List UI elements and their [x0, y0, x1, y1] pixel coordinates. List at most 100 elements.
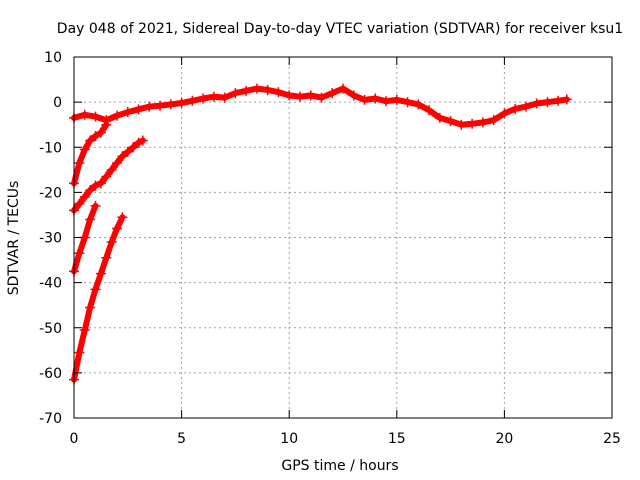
- data-point-marker: [95, 268, 106, 279]
- y-tick-label: -20: [39, 185, 62, 201]
- data-point-marker: [106, 164, 117, 175]
- series-trace: [71, 214, 126, 383]
- series-trace-from-61: [69, 212, 128, 385]
- data-point-marker: [456, 119, 467, 130]
- data-point-marker: [85, 214, 96, 225]
- x-axis-label: GPS time / hours: [281, 458, 398, 474]
- data-point-marker: [101, 119, 112, 130]
- data-point-marker: [327, 88, 338, 99]
- data-point-marker: [101, 171, 112, 182]
- data-point-marker: [510, 103, 521, 114]
- y-tick-label: -50: [39, 321, 62, 337]
- data-point-marker: [316, 92, 327, 103]
- data-point-marker: [338, 83, 348, 94]
- data-point-marker: [445, 116, 456, 127]
- data-point-marker: [391, 94, 402, 105]
- data-point-marker: [74, 158, 85, 169]
- data-point-marker: [79, 144, 90, 155]
- data-point-marker: [262, 84, 273, 95]
- data-point-marker: [381, 96, 392, 107]
- data-points: [69, 83, 572, 385]
- data-point-marker: [128, 142, 139, 153]
- data-point-marker: [122, 146, 133, 157]
- data-point-marker: [477, 117, 488, 128]
- data-point-marker: [284, 90, 295, 101]
- data-point-marker: [208, 91, 219, 102]
- data-point-marker: [90, 200, 101, 211]
- data-point-marker: [112, 110, 123, 121]
- data-point-marker: [251, 83, 262, 94]
- data-point-marker: [79, 325, 90, 336]
- data-point-marker: [488, 115, 499, 126]
- y-tick-label: -10: [39, 140, 62, 156]
- data-point-marker: [434, 112, 445, 123]
- data-point-marker: [79, 109, 90, 120]
- data-point-marker: [273, 87, 284, 98]
- data-point-marker: [95, 127, 106, 138]
- chart-title: Day 048 of 2021, Sidereal Day-to-day VTE…: [57, 21, 623, 37]
- x-tick-label: 25: [603, 431, 621, 447]
- x-tick-label: 5: [177, 431, 186, 447]
- series-trace: [71, 137, 146, 214]
- data-point-marker: [230, 88, 241, 99]
- data-point-marker: [85, 185, 96, 196]
- data-point-marker: [542, 97, 553, 108]
- axis-ticks: -70 -60 -50 -40 -30 -20 -10 0 10 0 5 10 15 20 25: [39, 50, 621, 447]
- data-point-marker: [499, 108, 510, 119]
- data-point-marker: [144, 101, 155, 112]
- data-point-marker: [133, 137, 144, 148]
- data-point-marker: [219, 92, 230, 103]
- series-trace-from-24: [69, 135, 148, 216]
- data-point-marker: [520, 101, 531, 112]
- x-tick-label: 20: [495, 431, 513, 447]
- data-point-marker: [198, 93, 209, 104]
- data-point-marker: [553, 95, 564, 106]
- data-point-marker: [348, 90, 359, 101]
- data-point-marker: [90, 180, 101, 191]
- data-point-marker: [424, 105, 435, 116]
- data-point-marker: [294, 91, 305, 102]
- data-point-marker: [155, 100, 166, 111]
- data-point-marker: [74, 198, 85, 209]
- data-point-marker: [467, 118, 478, 129]
- data-point-marker: [95, 178, 106, 189]
- data-point-marker: [106, 237, 117, 248]
- data-point-marker: [90, 111, 101, 122]
- data-point-marker: [402, 97, 413, 108]
- data-point-marker: [122, 107, 133, 118]
- data-point-marker: [187, 95, 198, 106]
- data-point-marker: [176, 98, 187, 109]
- data-point-marker: [133, 104, 144, 115]
- data-point-marker: [117, 151, 128, 162]
- data-point-marker: [305, 90, 316, 101]
- data-point-marker: [561, 94, 572, 105]
- y-tick-label: -70: [39, 411, 62, 427]
- data-point-marker: [74, 347, 85, 358]
- x-tick-label: 15: [388, 431, 406, 447]
- y-tick-label: -40: [39, 276, 62, 292]
- data-point-marker: [90, 284, 101, 295]
- data-point-marker: [112, 223, 123, 234]
- data-point-marker: [370, 93, 381, 104]
- data-point-marker: [85, 302, 96, 313]
- y-tick-label: -30: [39, 231, 62, 247]
- y-axis-label: SDTVAR / TECUs: [6, 181, 22, 296]
- data-point-marker: [165, 99, 176, 110]
- y-tick-label: 0: [53, 95, 62, 111]
- data-point-marker: [117, 212, 128, 223]
- data-point-marker: [79, 191, 90, 202]
- data-point-marker: [74, 248, 85, 259]
- series-trace-from-37: [69, 200, 101, 277]
- x-tick-label: 0: [70, 431, 79, 447]
- data-point-marker: [137, 135, 148, 146]
- data-point-marker: [359, 94, 370, 105]
- data-point-marker: [112, 158, 123, 169]
- y-tick-label: -60: [39, 366, 62, 382]
- y-tick-label: 10: [44, 50, 62, 66]
- data-point-marker: [241, 85, 252, 96]
- data-point-marker: [413, 99, 424, 110]
- data-point-marker: [90, 130, 101, 141]
- data-point-marker: [85, 135, 96, 146]
- data-point-marker: [531, 98, 542, 109]
